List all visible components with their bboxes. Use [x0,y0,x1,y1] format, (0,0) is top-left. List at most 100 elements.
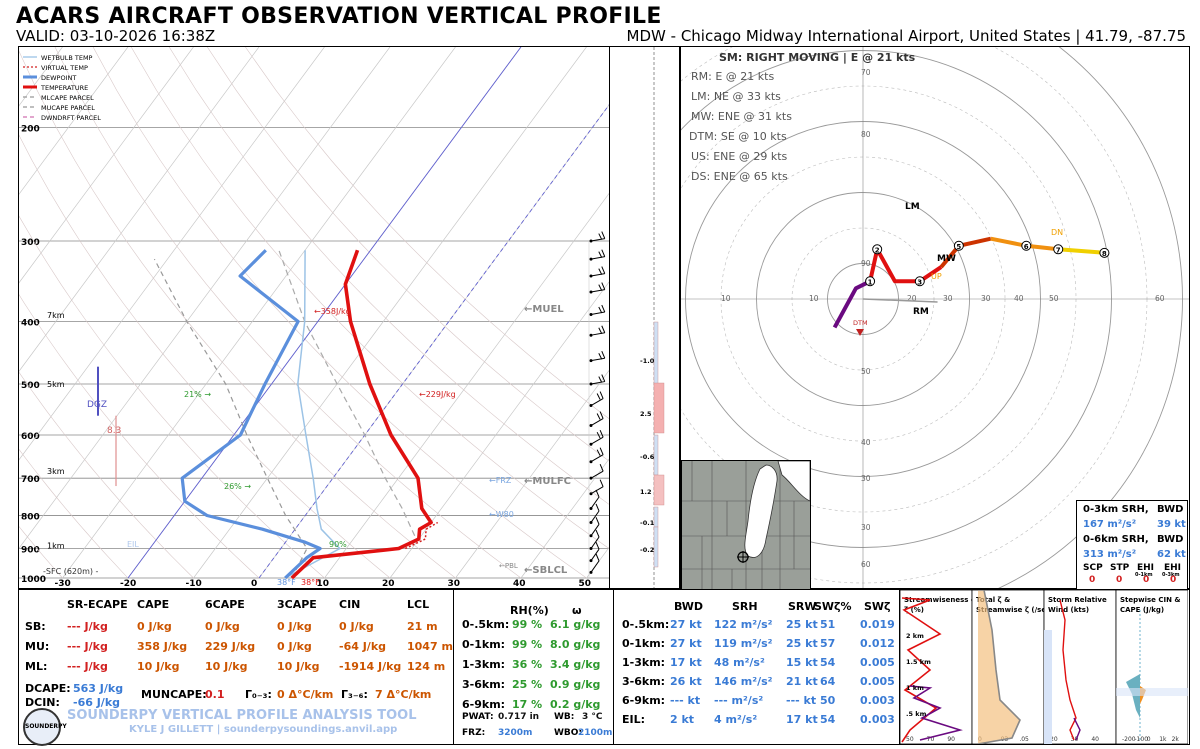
dry-adiabat [245,47,609,420]
lapse-rate-column: -1.0 2.5 -0.6 1.2 -0.1 -0.2 [640,47,665,588]
hodo-marker [872,244,883,255]
wind-barb [590,560,600,573]
index-label: EHI [1137,563,1155,573]
temp-tick: -10 [186,579,202,588]
mini-panel-title: Wind (kts) [1048,606,1089,614]
temp-tick: 40 [513,579,526,588]
dewpoint-line [180,249,322,580]
mixing-ratio-value: 0.9 g/kg [550,678,601,691]
temperature-line [290,249,433,580]
lapse-label: 1.2 [640,488,652,496]
annotation: ←358J/kg [314,307,351,316]
lapse-box [653,382,665,434]
index-label: STP [1110,563,1130,573]
hodo-segment [1058,247,1105,255]
kinematic-cell: 0.019 [860,618,895,631]
hodo-motion-label: LM [905,202,920,212]
kinematic-cell: 4 m²/s² [714,713,758,726]
mini-panel-tick: .05 [1019,736,1029,743]
kinematic-cell: 0.003 [860,694,895,707]
wind-column: -1.0 2.5 -0.6 1.2 -0.1 -0.2 [610,46,680,589]
mini-panels: Streamwiseness of ζ (%) 50 70 90 Total ζ & Str… [899,589,1190,745]
isotherm [520,458,609,579]
kinematic-cell: 2 kt [670,713,695,726]
annotation: ←W80 [489,510,514,519]
kinematic-header: SWζ% [814,600,852,613]
wind-barb-flag [601,249,606,257]
hodo-marker-label: 8 [1102,250,1107,258]
mini-panel-tick: 30 [1071,736,1079,743]
hodo-tick: 30 [943,294,953,303]
parcel-cell: 0 J/kg [277,640,312,653]
index-sublabel: 0-1km [1135,572,1153,578]
kinematic-cell: 0.012 [860,637,895,650]
kinematic-cell: 146 m²/s² [714,675,773,688]
wind-barb-flag [601,282,606,290]
wind-barb-flag [601,351,606,359]
annotation: 8.3 [107,426,121,436]
kinematic-cell: 119 m²/s² [714,637,773,650]
hodo-tick: 40 [1014,294,1024,303]
index-value: 0 [1143,575,1150,585]
kinematic-cell: 51 [820,618,836,631]
parcel-cell: -1914 J/kg [339,660,402,673]
storm-motion-item: DS: ENE @ 65 kts [691,170,788,183]
kinematic-cell: 0.005 [860,675,895,688]
mini-panel-title: Streamwise ζ (/sec) [976,606,1053,614]
dcape-value: 563 J/kg [73,682,124,695]
lapse-box [653,474,665,506]
hodo-tick: 30 [981,294,991,303]
height-label: 3km [47,467,65,476]
wind-barb [590,454,604,463]
wind-barb-flag [596,393,601,400]
dry-adiabat [19,526,63,579]
pwat-label: PWAT: [462,712,494,722]
dry-adiabat [19,215,325,579]
mini-panel-tick: 20 [1050,736,1058,743]
mini-panel-tick: 40 [1091,736,1099,743]
parcel-header: CIN [339,598,361,611]
height-label: 1km [47,542,65,551]
wind-barb-flag [595,542,600,550]
dry-adiabat [207,47,609,462]
wind-barb-flag [599,463,604,472]
mini-panel-tick: -100 [1134,736,1148,743]
frz-value: 3200m [498,728,533,738]
wind-barb-flag [595,489,600,498]
mlcape-parcel [153,258,308,579]
kinematic-cell: --- m²/s² [714,694,764,707]
mini-panel-tick: 50 [906,736,914,743]
wind-barb [590,256,605,260]
kinematic-row-label: 0-.5km: [622,618,670,631]
lcl-band [1116,688,1188,696]
index-sublabel: 0-3km [1162,572,1180,578]
skewt-chart: 200 300 400 500 600 700 800 900 1000 -30 -20 -10 0 10… [19,47,609,589]
parcel-header: 3CAPE [277,598,317,611]
parcel-cell: 0 J/kg [339,620,374,633]
srh06-value: 313 m²/s² [1083,549,1137,560]
hodo-tick: 30 [861,523,871,532]
wind-barb [590,357,605,362]
parcel-row-label: MU: [25,640,50,653]
wind-barb-base [589,404,593,408]
parcel-row-label: ML: [25,660,48,673]
wind-barb-flag [601,231,606,239]
wind-barb [590,398,604,406]
sounderpy-logo: SOUNDERPY [23,708,67,746]
parcel-cell: --- J/kg [67,620,108,633]
lapse-label: -0.1 [640,519,655,527]
hodo-tick: 10 [721,294,731,303]
wind-barb [590,470,604,479]
wind-barb-flag [599,479,604,487]
index-label: EHI [1164,563,1182,573]
hodo-tick: 20 [907,294,917,303]
kinematic-header: BWD [674,600,704,613]
wind-barb-flag [595,503,600,512]
wind-barb-flag [595,529,600,538]
hodo-segment [832,279,871,329]
skewt-grid [19,47,609,580]
hodo-marker-label: 2 [875,246,880,254]
kinematic-row-label: 3-6km: [622,675,666,688]
kinematic-cell: 17 kt [786,713,818,726]
lapse-label: 2.5 [640,410,652,418]
